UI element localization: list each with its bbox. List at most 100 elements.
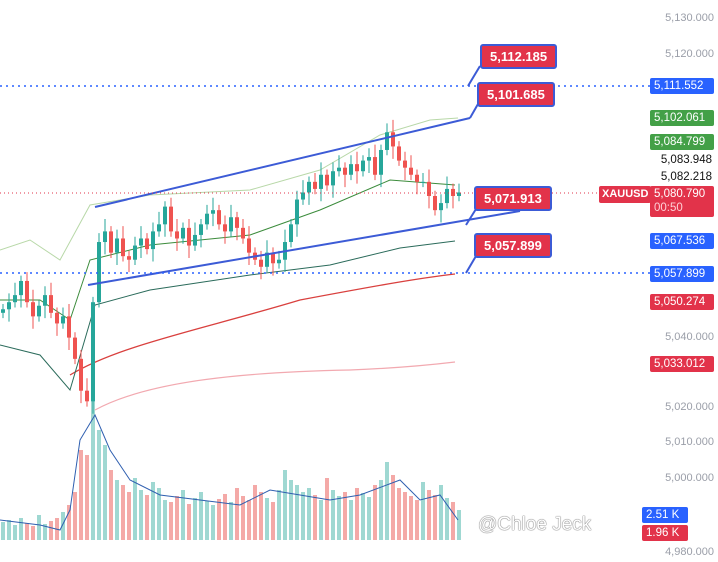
volume-bar (85, 455, 89, 540)
candle (181, 227, 185, 239)
candle (247, 238, 251, 253)
volume-bar (97, 430, 101, 540)
volume-tag: 2.51 K (642, 507, 688, 523)
candle (193, 234, 197, 246)
volume-bar (343, 492, 347, 540)
candle (415, 174, 419, 182)
candle (187, 227, 191, 246)
price-level: 5,083.948 (660, 154, 712, 166)
price-tag-ma: 5,033.012 (650, 356, 714, 372)
volume-bar (103, 445, 107, 540)
volume-bar (73, 492, 77, 540)
volume-bar (241, 496, 245, 540)
candle (439, 203, 443, 211)
volume-bar (391, 475, 395, 540)
volume-bar (367, 497, 371, 540)
callout-pointer (467, 65, 481, 87)
volume-bar (457, 510, 461, 540)
candle (289, 224, 293, 243)
candle (349, 164, 353, 175)
candle (49, 295, 53, 313)
candle (427, 181, 431, 196)
bar-countdown: 00:50 (654, 202, 683, 214)
volume-bar (409, 496, 413, 540)
volume-bar (211, 505, 215, 540)
callout-pointer (465, 255, 477, 274)
candle (133, 245, 137, 260)
volume-bar (1, 522, 5, 540)
volume-bar (289, 480, 293, 540)
candle (373, 157, 377, 175)
candle (403, 160, 407, 168)
candle (319, 174, 323, 189)
price-tag-line: 5,111.552 (650, 78, 714, 94)
volume-bar (373, 485, 377, 540)
volume-bar (217, 499, 221, 540)
volume-bar (271, 502, 275, 540)
volume-bar (433, 495, 437, 540)
volume-ma-line (0, 413, 459, 531)
price-callout[interactable]: 5,071.913 (474, 186, 552, 211)
candle (151, 231, 155, 250)
volume-tag: 1.96 K (642, 525, 688, 541)
channel-lower-line[interactable] (87, 210, 521, 286)
candle (235, 217, 239, 228)
price-callout[interactable]: 5,101.685 (477, 82, 555, 107)
volume-bar (163, 500, 167, 540)
candle (361, 160, 365, 172)
y-tick: 5,010.000 (665, 436, 714, 448)
volume-bar (325, 478, 329, 540)
price-tag-ma: 5,102.061 (650, 110, 714, 126)
candle (229, 217, 233, 232)
volume-bar (205, 501, 209, 540)
y-tick: 5,020.000 (665, 401, 714, 413)
candle (445, 188, 449, 204)
volume-bar (265, 498, 269, 540)
volume-bar (67, 505, 71, 540)
volume-bar (439, 485, 443, 540)
candle (103, 231, 107, 243)
volume-bar (415, 500, 419, 540)
candle (265, 252, 269, 267)
candle (385, 132, 389, 150)
bollinger-mid-line (0, 179, 456, 321)
volume-bar (427, 490, 431, 540)
volume-bar (253, 485, 257, 540)
candle (301, 192, 305, 200)
volume-bar (175, 496, 179, 540)
volume-bar (31, 526, 35, 540)
price-callout[interactable]: 5,057.899 (474, 233, 552, 258)
price-callout[interactable]: 5,112.185 (480, 44, 558, 69)
last-price: 5,080.790 (654, 188, 706, 200)
candle (31, 302, 35, 317)
y-tick: 4,980.000 (665, 546, 714, 558)
volume-bar (229, 502, 233, 540)
volume-bar (355, 488, 359, 540)
volume-bar (19, 518, 23, 540)
candle (1, 309, 5, 313)
candle (73, 337, 77, 359)
candle (121, 238, 125, 257)
candle (55, 312, 59, 324)
candle (109, 231, 113, 253)
channel-upper-line[interactable] (94, 117, 471, 208)
candle (175, 231, 179, 239)
volume-bar (193, 498, 197, 540)
candle (355, 164, 359, 172)
volume-bar (157, 488, 161, 540)
candle (391, 132, 395, 147)
volume-bar (451, 502, 455, 540)
volume-bar (301, 492, 305, 540)
volume-bar (361, 493, 365, 540)
candles (1, 119, 461, 414)
volume-bar (133, 478, 137, 540)
volume-bar (169, 502, 173, 540)
bollinger-upper-line (0, 117, 459, 261)
volume-bar (127, 492, 131, 540)
volume-bar (379, 480, 383, 540)
candle (343, 167, 347, 175)
candle (127, 256, 131, 260)
candle (277, 259, 281, 264)
candle (223, 224, 227, 232)
